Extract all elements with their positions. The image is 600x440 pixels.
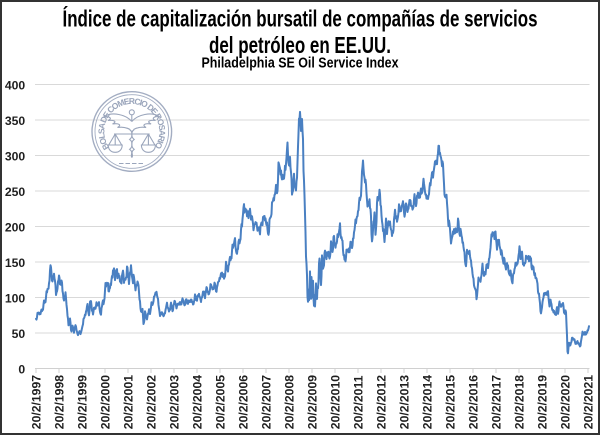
svg-text:20/2/2009: 20/2/2009	[306, 375, 320, 429]
svg-text:150: 150	[5, 256, 26, 270]
svg-text:0: 0	[18, 363, 25, 377]
svg-text:20/2/2011: 20/2/2011	[352, 375, 366, 429]
svg-text:20/2/2003: 20/2/2003	[168, 375, 182, 429]
svg-text:20/2/2019: 20/2/2019	[536, 375, 550, 429]
svg-text:100: 100	[5, 292, 26, 306]
svg-text:20/2/2008: 20/2/2008	[283, 375, 297, 429]
svg-text:Philadelphia SE Oil Service In: Philadelphia SE Oil Service Index	[202, 55, 399, 71]
svg-text:20/2/2000: 20/2/2000	[99, 375, 113, 429]
svg-text:200: 200	[5, 221, 26, 235]
svg-text:20/2/2021: 20/2/2021	[582, 375, 596, 429]
svg-text:20/2/2017: 20/2/2017	[490, 375, 504, 429]
svg-text:20/2/2001: 20/2/2001	[122, 375, 136, 429]
svg-text:250: 250	[5, 185, 26, 199]
svg-text:20/2/2010: 20/2/2010	[329, 375, 343, 429]
svg-text:del petróleo en EE.UU.: del petróleo en EE.UU.	[209, 32, 391, 58]
svg-text:350: 350	[5, 114, 26, 128]
svg-text:20/2/2005: 20/2/2005	[214, 375, 228, 429]
svg-text:20/2/2002: 20/2/2002	[145, 375, 159, 429]
svg-text:20/2/2006: 20/2/2006	[237, 375, 251, 429]
svg-text:20/2/2012: 20/2/2012	[375, 375, 389, 429]
svg-text:20/2/2020: 20/2/2020	[559, 375, 573, 429]
svg-text:20/2/1997: 20/2/1997	[30, 375, 44, 429]
svg-text:20/2/2013: 20/2/2013	[398, 375, 412, 429]
svg-text:20/2/2015: 20/2/2015	[444, 375, 458, 429]
svg-text:300: 300	[5, 150, 26, 164]
svg-text:400: 400	[5, 79, 26, 93]
svg-text:20/2/1998: 20/2/1998	[53, 375, 67, 429]
svg-text:20/2/2007: 20/2/2007	[260, 375, 274, 429]
svg-text:20/2/2018: 20/2/2018	[513, 375, 527, 429]
svg-text:20/2/1999: 20/2/1999	[76, 375, 90, 429]
svg-text:20/2/2014: 20/2/2014	[421, 375, 435, 429]
svg-text:20/2/2004: 20/2/2004	[191, 375, 205, 429]
svg-text:50: 50	[12, 327, 26, 341]
svg-text:20/2/2016: 20/2/2016	[467, 375, 481, 429]
svg-text:Índice de capitalización bursa: Índice de capitalización bursatil de com…	[63, 5, 538, 32]
